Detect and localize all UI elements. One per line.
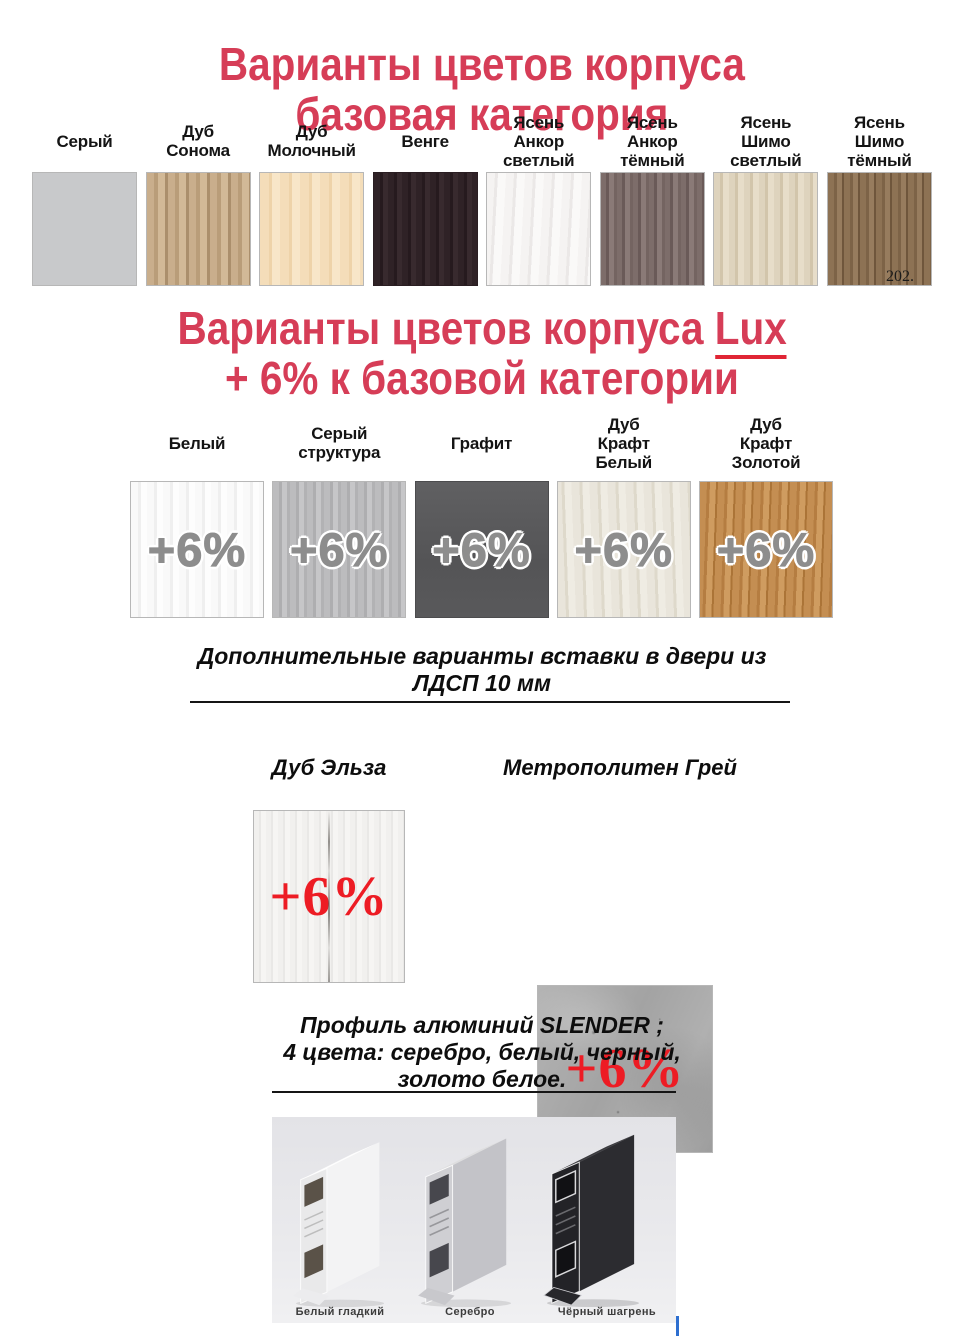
aluminum-profile-black (543, 1134, 640, 1308)
swatch-dub-sonoma (145, 172, 251, 286)
lux-swatch-row: +6% +6% +6% +6% +6% (130, 481, 833, 618)
lux-title-prefix: Варианты цветов корпуса (177, 302, 715, 354)
swatch-yasen-shimo-svetly (713, 172, 819, 286)
aluminum-profile-silver (418, 1138, 512, 1308)
profile-label-black: Чёрный шагрень (557, 1306, 657, 1318)
swatch-grafit: +6% (414, 481, 549, 618)
lux-word: Lux (714, 302, 787, 359)
plus6-watermark: +6% (574, 523, 673, 577)
swatch-label-ankor-temny: Ясень Анкор тёмный (620, 112, 685, 170)
aluminum-profile-white (293, 1142, 385, 1308)
corner-note: 202. (886, 268, 914, 285)
plus6-watermark: +6% (432, 523, 531, 577)
base-swatch-labels-row: Серый Дуб Сонома Дуб Молочный Венге Ясен… (32, 112, 932, 170)
swatch-label-seryi: Серый (56, 131, 113, 151)
swatch-label-grafit: Графит (450, 433, 513, 453)
profile-section-title: Профиль алюминий SLENDER ; 4 цвета: сере… (283, 1012, 681, 1092)
swatch-dub-kraft-zolotoy: +6% (699, 481, 833, 618)
base-swatch-row (32, 172, 932, 286)
lux-section-title: Варианты цветов корпуса Lux + 6% к базов… (0, 302, 964, 404)
inserts-divider (190, 701, 790, 703)
insert-label-metropoliten: Метрополитен Грей (503, 755, 737, 780)
swatch-label-kraft-zolotoy: Дуб Крафт Золотой (731, 414, 801, 472)
plus6-watermark: +6% (147, 523, 247, 577)
text-cursor (676, 1316, 679, 1336)
profile-label-white: Белый гладкий (295, 1306, 385, 1318)
swatch-label-bely: Белый (168, 433, 226, 453)
swatch-dub-elza: +6% (253, 810, 405, 983)
swatch-label-venge: Венге (401, 131, 449, 151)
inserts-section-title: Дополнительные варианты вставки в двери … (197, 643, 767, 696)
swatch-yasen-shimo-temny (826, 172, 932, 286)
swatch-seryi (32, 172, 137, 286)
swatch-dub-molochny (259, 172, 365, 286)
swatch-sery-struktura: +6% (272, 481, 407, 618)
swatch-label-ankor-svetly: Ясень Анкор светлый (503, 112, 575, 170)
profile-divider (272, 1091, 676, 1093)
swatch-label-shimo-temny: Ясень Шимо тёмный (847, 112, 912, 170)
lux-title-line2: + 6% к базовой категории (225, 352, 739, 404)
plus6-red-badge: +6% (565, 1038, 685, 1100)
swatch-label-struktura: Серый структура (298, 424, 381, 462)
base-section-title: Варианты цветов корпуса базовая категори… (0, 39, 964, 139)
swatch-label-molochny: Дуб Молочный (267, 122, 356, 160)
swatch-label-sonoma: Дуб Сонома (166, 122, 230, 160)
swatch-label-shimo-svetly: Ясень Шимо светлый (730, 112, 802, 170)
swatch-bely: +6% (130, 481, 264, 618)
swatch-yasen-ankor-svetly (486, 172, 592, 286)
profile-photo: Белый гладкий Серебро Чёрный шагрень (272, 1117, 676, 1323)
swatch-dub-kraft-bely: +6% (556, 481, 691, 618)
swatch-label-kraft-bely: Дуб Крафт Белый (595, 414, 653, 472)
swatch-venge (372, 172, 478, 286)
plus6-watermark: +6% (290, 523, 389, 577)
base-section-title-text: Варианты цветов корпуса базовая категори… (219, 37, 745, 140)
insert-label-elza: Дуб Эльза (271, 755, 387, 780)
profile-label-silver: Серебро (445, 1306, 495, 1318)
plus6-watermark: +6% (716, 523, 816, 577)
lux-title-line1: Варианты цветов корпуса Lux (177, 302, 787, 359)
swatch-yasen-ankor-temny (599, 172, 705, 286)
plus6-red-badge: +6% (269, 865, 389, 928)
lux-swatch-labels-row: Белый Серый структура Графит Дуб Крафт Б… (130, 410, 833, 476)
